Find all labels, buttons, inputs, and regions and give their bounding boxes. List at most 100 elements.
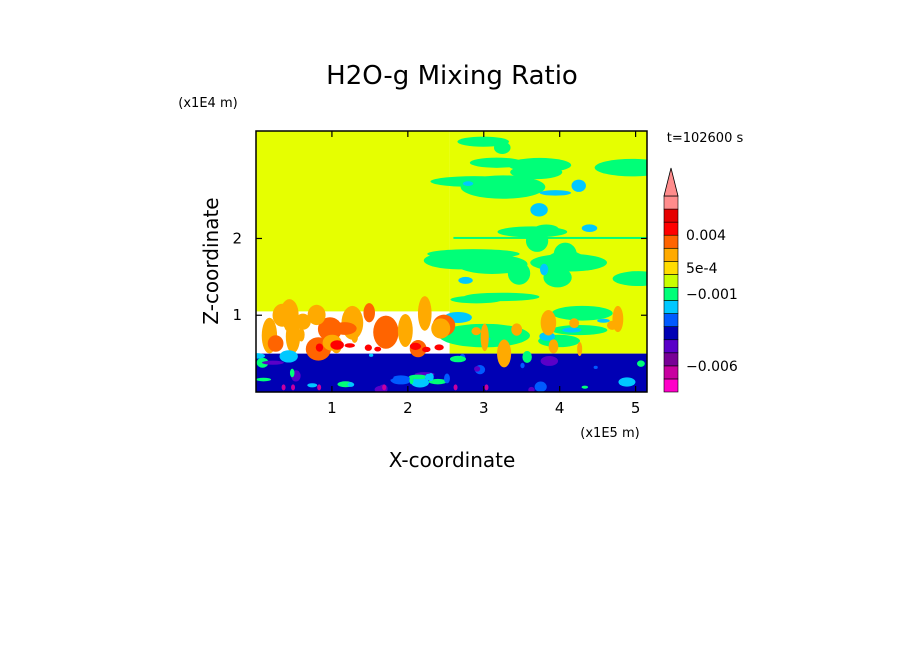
colorbar-level (663, 274, 679, 288)
colorbar-level (663, 247, 679, 262)
boundary-eddy (369, 353, 374, 357)
colorbar-level (663, 234, 679, 249)
plume-blob (280, 299, 299, 330)
plume-core (374, 346, 382, 352)
boundary-eddy (622, 387, 633, 392)
dry-spot (453, 384, 458, 391)
plume-blob (431, 318, 451, 339)
boundary-eddy (289, 368, 295, 378)
boundary-eddy (428, 378, 447, 385)
plume-blob (569, 318, 580, 329)
boundary-eddy (256, 377, 272, 382)
boundary-eddy (593, 365, 598, 369)
plume-blob (497, 339, 512, 368)
y-tick-label: 1 (232, 306, 242, 324)
moist-filament (612, 271, 647, 287)
cyan-filament (530, 203, 548, 217)
y-tick-label: 2 (232, 229, 242, 247)
colorbar-label: 0.004 (686, 228, 726, 244)
colorbar-level (663, 365, 679, 380)
colorbar-level (663, 208, 679, 223)
colorbar-level (663, 378, 679, 393)
y-axis: 12 (232, 229, 647, 324)
plume-core (315, 343, 324, 352)
boundary-eddy (279, 350, 298, 363)
moist-filament (464, 292, 540, 302)
colorbar-level (663, 326, 679, 341)
x-tick-label: 2 (403, 399, 413, 417)
moist-filament (456, 254, 528, 275)
colorbar-level (663, 352, 679, 367)
plume-blob (548, 339, 559, 354)
plume-core (434, 344, 444, 351)
plot-frame (255, 130, 648, 393)
colorbar-label: −0.006 (686, 359, 738, 375)
boundary-eddy (385, 373, 394, 380)
cyan-filament (571, 179, 586, 192)
plume-blob (332, 322, 357, 335)
colorbar-label: 5e-4 (686, 261, 718, 277)
boundary-eddy (363, 371, 385, 382)
x-tick-label: 5 (631, 399, 641, 417)
colorbar-level (663, 221, 679, 236)
x-tick-label: 3 (479, 399, 489, 417)
plume-core (422, 346, 431, 353)
boundary-eddy (540, 356, 559, 366)
x-axis-title: X-coordinate (389, 448, 516, 472)
x-tick-label: 1 (327, 399, 337, 417)
plume-core (330, 340, 344, 350)
plume-blob (267, 335, 284, 352)
boundary-eddy (534, 381, 547, 392)
plume-blob (540, 309, 557, 336)
plume-blob (317, 317, 343, 341)
boundary-eddy (444, 373, 450, 384)
moist-filament (553, 242, 577, 267)
plume-blob (363, 303, 375, 323)
heatmap-plot (256, 131, 647, 392)
y-axis-title: Z-coordinate (199, 197, 223, 324)
boundary-eddy (449, 355, 467, 363)
boundary-eddy (618, 377, 636, 387)
colorbar-level (663, 195, 679, 210)
boundary-eddy (410, 377, 430, 388)
plume-blob (307, 304, 326, 326)
boundary-eddy (528, 386, 535, 392)
time-label: t=102600 s (667, 131, 744, 146)
boundary-eddy (520, 362, 525, 369)
y-multiplier: (x1E4 m) (178, 96, 237, 111)
colorbar-label: −0.001 (686, 287, 738, 303)
boundary-eddy (256, 353, 266, 359)
plume-core (344, 343, 355, 348)
x-axis: 1 2 3 4 5 (327, 131, 640, 417)
x-multiplier: (x1E5 m) (580, 426, 639, 441)
moist-filament (543, 267, 572, 288)
dry-spot (317, 384, 322, 391)
colorbar-level (663, 261, 679, 275)
moist-filament (551, 305, 613, 321)
boundary-eddy (347, 382, 355, 387)
moist-filament (430, 176, 519, 187)
dry-spot (281, 384, 286, 391)
x-tick-label: 4 (555, 399, 565, 417)
moist-filament (594, 158, 647, 177)
plume-blob (612, 305, 624, 333)
plume-blob (471, 327, 481, 336)
boundary-eddy (425, 373, 432, 381)
plume-blob (397, 314, 413, 347)
boundary-eddy (474, 366, 481, 372)
cyan-filament (539, 190, 572, 196)
boundary-eddy (637, 360, 645, 367)
boundary-eddy (261, 360, 284, 365)
colorbar-level (663, 287, 679, 301)
region-upper-left (256, 131, 450, 312)
moist-filament (508, 157, 572, 173)
boundary-eddy (581, 385, 589, 389)
boundary-eddy (307, 383, 318, 388)
plume-blob (577, 341, 583, 357)
plume-blob (373, 315, 399, 349)
plume-blob (297, 328, 305, 342)
plume-blob (294, 313, 311, 330)
plume-blob (480, 323, 489, 352)
colorbar (663, 167, 679, 393)
cyan-filament (581, 224, 598, 232)
